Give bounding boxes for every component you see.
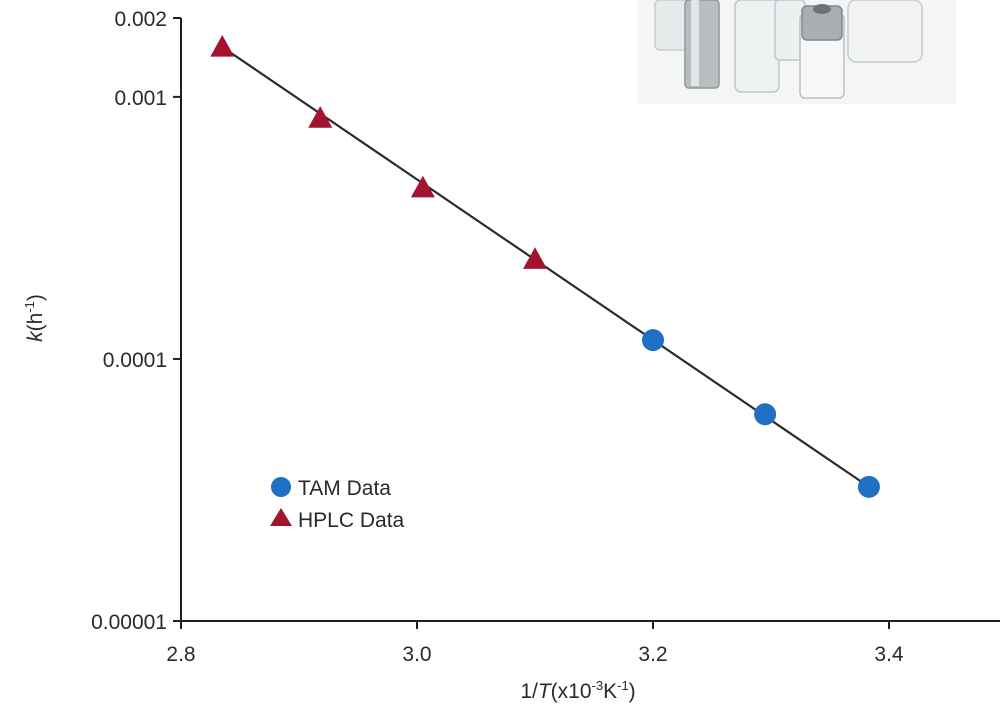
- y-axis-title: k(h-1): [22, 294, 47, 342]
- legend-label-hplc: HPLC Data: [298, 509, 405, 532]
- hplc-data-point: [410, 175, 435, 198]
- x-tick-label: 3.2: [638, 643, 667, 666]
- vial-glass-tall: [734, 0, 780, 93]
- y-tick-label: 0.0001: [103, 349, 167, 372]
- hplc-data-point: [210, 35, 235, 57]
- x-tick-label: 3.0: [402, 643, 431, 666]
- x-tick-label: 3.4: [874, 643, 904, 666]
- y-tick-label: 0.002: [114, 8, 167, 31]
- y-ticks: 0.002 0.001 0.0001 0.00001: [91, 8, 181, 634]
- x-tick-label: 2.8: [166, 643, 195, 666]
- x-ticks: 2.8 3.0 3.2 3.4: [166, 621, 904, 666]
- hplc-data-point: [523, 247, 547, 269]
- x-axis-title: 1/T(x10-3K-1): [520, 678, 635, 703]
- hplc-data-point: [308, 106, 333, 128]
- legend: TAM Data HPLC Data: [270, 477, 405, 532]
- vial-steel-tall: [684, 0, 720, 89]
- data-points: [210, 35, 880, 498]
- legend-label-tam: TAM Data: [298, 477, 391, 500]
- legend-marker-hplc: [270, 508, 292, 526]
- legend-marker-tam: [271, 477, 291, 497]
- vials-photo: [638, 0, 956, 104]
- tam-data-point: [754, 403, 777, 426]
- tam-data-point: [857, 475, 880, 498]
- tam-data-point: [642, 329, 664, 352]
- y-tick-label: 0.001: [114, 87, 167, 110]
- axes: [180, 18, 1000, 622]
- vial-steel-highlight: [691, 0, 699, 86]
- vial-glass-wide: [847, 0, 923, 63]
- y-tick-label: 0.00001: [91, 611, 167, 634]
- vial-cap-top: [813, 4, 831, 14]
